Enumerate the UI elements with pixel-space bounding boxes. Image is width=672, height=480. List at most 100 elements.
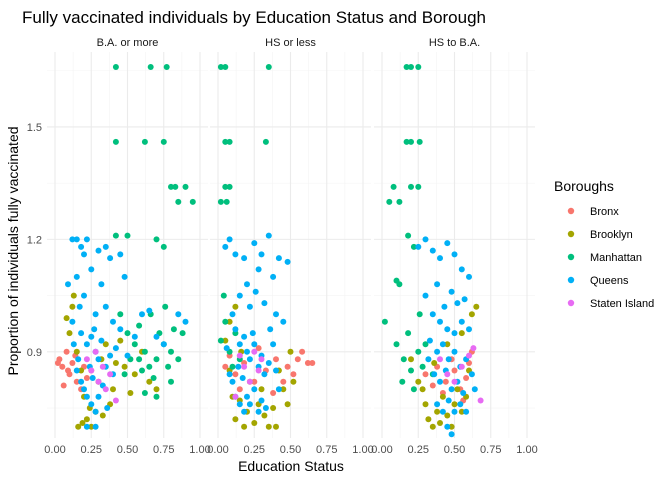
data-point	[403, 64, 410, 70]
data-point	[65, 367, 71, 374]
facet-panel: HS to B.A. 0.00 0.25 0.50 0.75 1.00	[371, 37, 537, 456]
data-point	[444, 371, 451, 378]
data-point	[104, 405, 111, 411]
data-point	[66, 330, 73, 337]
data-point	[429, 382, 436, 389]
data-point	[78, 378, 85, 385]
data-point	[78, 330, 85, 337]
data-point	[88, 266, 95, 273]
data-point	[460, 390, 467, 396]
data-point	[95, 247, 102, 254]
legend-label: Manhattan	[590, 252, 642, 264]
data-point	[153, 386, 160, 393]
data-point	[83, 356, 90, 363]
data-point	[99, 363, 106, 370]
data-point	[284, 258, 291, 265]
data-point	[241, 333, 248, 340]
data-point	[244, 281, 250, 288]
data-point	[251, 378, 258, 385]
data-point	[451, 330, 458, 337]
data-point	[251, 420, 258, 426]
data-point	[441, 303, 448, 310]
data-point	[444, 423, 451, 430]
data-point	[131, 341, 138, 348]
data-point	[408, 138, 414, 145]
data-point	[182, 318, 189, 325]
data-point	[294, 356, 301, 363]
data-point	[88, 423, 95, 430]
data-point	[153, 333, 160, 340]
data-point	[270, 390, 277, 396]
data-point	[124, 352, 131, 359]
data-point	[309, 360, 316, 366]
data-point	[299, 348, 306, 355]
data-point	[434, 408, 441, 415]
data-point	[182, 183, 189, 190]
data-point	[241, 423, 248, 430]
data-point	[273, 311, 279, 318]
data-point	[92, 348, 99, 355]
data-point	[262, 138, 269, 145]
data-point	[287, 348, 294, 355]
data-point	[73, 378, 80, 385]
data-point	[444, 240, 451, 247]
data-point	[146, 378, 153, 385]
data-point	[458, 408, 465, 415]
series-staten-island	[83, 345, 484, 404]
data-point	[69, 303, 76, 310]
y-axis-title: Proportion of individuals fully vaccinat…	[5, 126, 21, 375]
data-point	[153, 393, 160, 400]
legend-item: Staten Island	[567, 298, 654, 310]
data-point	[258, 356, 265, 363]
data-point	[236, 341, 243, 348]
data-point	[246, 303, 253, 310]
legend: Boroughs Bronx Brooklyn Manhattan Queens Sta…	[554, 178, 654, 310]
data-point	[73, 367, 80, 374]
data-point	[165, 363, 172, 370]
series-brooklyn	[63, 292, 480, 430]
data-point	[458, 266, 465, 273]
data-point	[468, 311, 475, 318]
data-point	[258, 251, 265, 258]
series-manhattan	[112, 64, 436, 400]
data-point	[73, 348, 80, 355]
data-point	[217, 198, 224, 205]
data-point	[408, 64, 414, 70]
data-point	[448, 386, 455, 393]
data-point	[270, 341, 277, 348]
data-point	[396, 281, 403, 288]
data-point	[451, 408, 458, 415]
data-point	[422, 401, 429, 408]
data-point	[89, 375, 96, 381]
data-point	[220, 292, 227, 299]
data-point	[76, 303, 83, 310]
data-point	[153, 356, 160, 363]
data-point	[102, 341, 109, 348]
data-point	[175, 311, 182, 318]
data-point	[448, 423, 455, 430]
data-point	[275, 255, 282, 262]
data-point	[99, 412, 106, 419]
data-point	[83, 236, 90, 243]
data-point	[172, 183, 179, 190]
data-point	[95, 378, 102, 385]
data-point	[258, 386, 265, 393]
data-point	[265, 232, 272, 239]
data-point	[246, 401, 253, 408]
data-point	[168, 183, 174, 190]
data-point	[448, 431, 455, 438]
data-point	[451, 378, 458, 385]
data-point	[265, 64, 272, 70]
data-point	[150, 375, 157, 381]
x-tick-label: 0.25	[81, 444, 102, 456]
data-point	[255, 408, 262, 415]
data-point	[415, 348, 422, 355]
data-point	[78, 243, 85, 250]
data-point	[131, 333, 138, 340]
data-point	[88, 333, 95, 340]
data-point	[160, 243, 167, 250]
data-point	[217, 64, 224, 70]
data-point	[160, 138, 167, 145]
data-point	[439, 393, 446, 400]
data-point	[121, 273, 128, 280]
